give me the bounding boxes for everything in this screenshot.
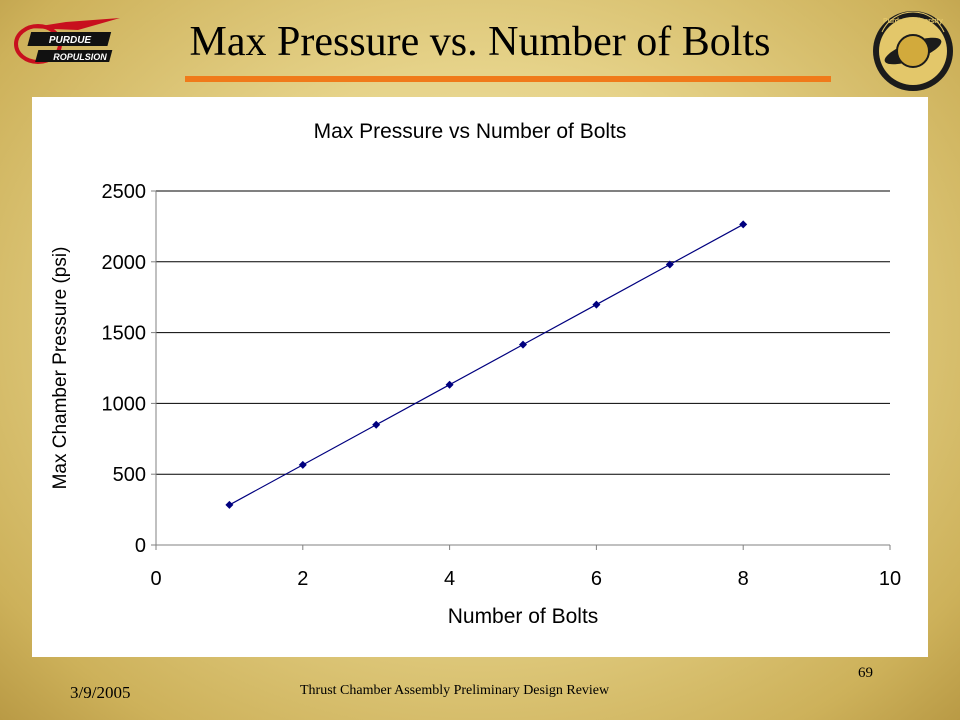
x-tick-label: 6 — [591, 568, 602, 590]
data-point — [225, 500, 234, 509]
data-point — [592, 300, 601, 309]
data-point — [445, 380, 454, 389]
chart-panel: Max Pressure vs Number of Bolts 0 500 1000… — [32, 97, 928, 657]
series-line — [229, 223, 744, 506]
logo-right: Purdue University — [868, 6, 958, 96]
x-axis-label: Number of Bolts — [448, 605, 599, 628]
y-tick-label: 1000 — [102, 393, 147, 415]
x-tick-label: 4 — [444, 568, 455, 590]
chart: Max Pressure vs Number of Bolts 0 500 1000… — [50, 120, 901, 628]
y-tick-label: 0 — [135, 535, 146, 557]
footer-title: Thrust Chamber Assembly Preliminary Desi… — [300, 683, 610, 698]
data-point — [519, 340, 527, 349]
slide-title: Max Pressure vs. Number of Bolts — [189, 19, 771, 65]
title-rule — [185, 76, 831, 82]
purdue-propulsion-logo: PURDUE ROPULSION — [14, 18, 120, 64]
x-tick-label: 8 — [738, 568, 749, 590]
svg-text:Purdue University: Purdue University — [883, 18, 943, 25]
footer-date: 3/9/2005 — [70, 683, 131, 702]
chart-title: Max Pressure vs Number of Bolts — [314, 120, 627, 143]
data-point — [665, 260, 674, 269]
y-tick-label: 500 — [113, 464, 146, 486]
purdue-aeronautics-seal: Purdue University — [873, 11, 953, 91]
x-tick-label: 10 — [879, 568, 901, 590]
svg-text:ROPULSION: ROPULSION — [53, 52, 107, 62]
plot-area-border — [156, 191, 890, 545]
data-point — [298, 460, 307, 469]
y-tick-label: 2000 — [102, 252, 147, 274]
y-tick-label: 1500 — [102, 323, 147, 345]
y-axis-label: Max Chamber Pressure (psi) — [50, 247, 71, 490]
data-point — [372, 420, 381, 429]
logo-left: PURDUE ROPULSION — [8, 14, 128, 74]
svg-text:PURDUE: PURDUE — [49, 35, 92, 46]
data-point — [739, 220, 748, 229]
page-number: 69 — [858, 665, 873, 681]
x-tick-label: 0 — [150, 568, 161, 590]
x-tick-label: 2 — [297, 568, 308, 590]
y-tick-label: 2500 — [102, 181, 147, 203]
